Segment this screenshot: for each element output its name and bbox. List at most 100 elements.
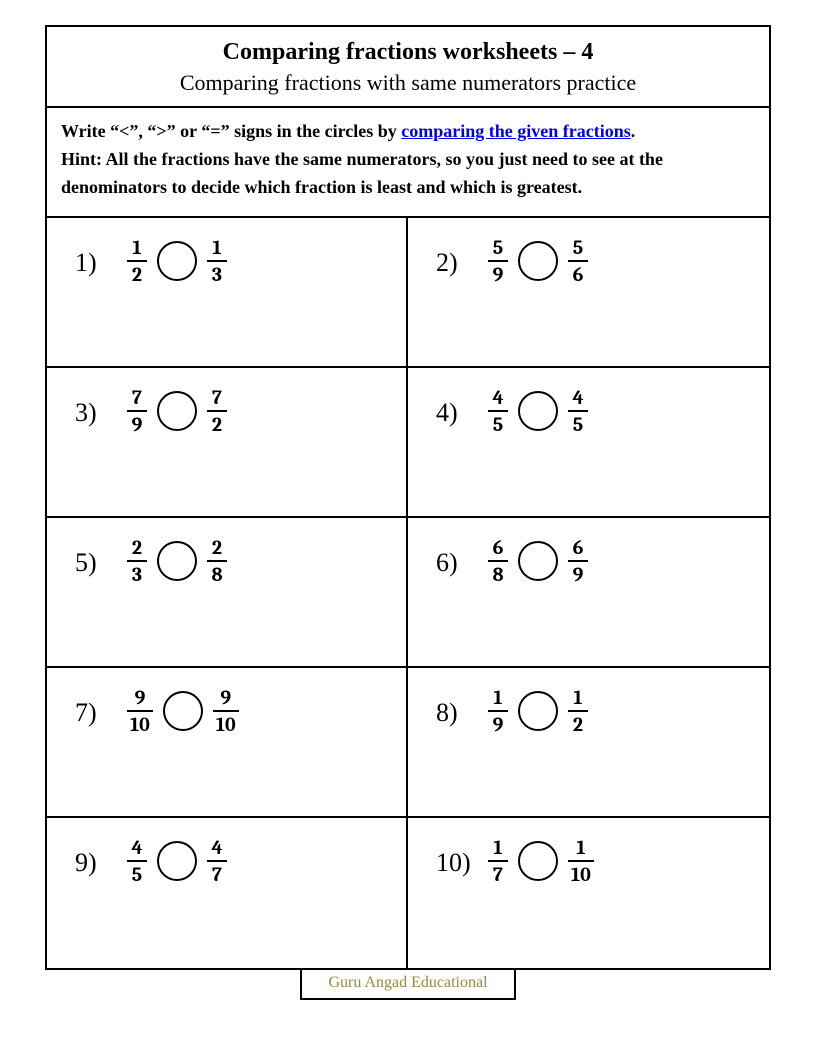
- problem-cell: 5)2328: [47, 518, 408, 668]
- answer-circle[interactable]: [518, 691, 558, 731]
- answer-circle[interactable]: [518, 391, 558, 431]
- question-number: 6): [436, 536, 488, 578]
- question-number: 8): [436, 686, 488, 728]
- fraction-left: 12: [127, 236, 147, 286]
- numerator: 6: [490, 536, 507, 560]
- answer-circle[interactable]: [518, 541, 558, 581]
- fraction-right: 110: [568, 836, 594, 886]
- denominator: 8: [489, 562, 506, 586]
- header: Comparing fractions worksheets – 4 Compa…: [47, 27, 769, 108]
- worksheet-page: Comparing fractions worksheets – 4 Compa…: [45, 25, 771, 970]
- question-number: 4): [436, 386, 488, 428]
- numerator: 1: [490, 836, 505, 860]
- instructions-suffix: .: [631, 121, 636, 141]
- fraction-left: 23: [127, 536, 147, 586]
- problem-grid: 1)12132)59563)79724)45455)23286)68697)91…: [47, 218, 769, 968]
- numerator: 1: [490, 686, 505, 710]
- answer-circle[interactable]: [157, 841, 197, 881]
- denominator: 5: [490, 412, 506, 436]
- numerator: 6: [570, 536, 587, 560]
- problem: 1213: [127, 236, 227, 286]
- numerator: 2: [129, 536, 145, 560]
- problem-cell: 4)4545: [408, 368, 769, 518]
- denominator: 3: [209, 262, 225, 286]
- numerator: 9: [217, 686, 234, 710]
- numerator: 7: [209, 386, 225, 410]
- denominator: 5: [570, 412, 586, 436]
- instructions-hint: Hint: All the fractions have the same nu…: [61, 149, 663, 197]
- question-number: 2): [436, 236, 488, 278]
- fraction-right: 45: [568, 386, 588, 436]
- denominator: 9: [490, 262, 507, 286]
- problem-cell: 9)4547: [47, 818, 408, 968]
- numerator: 7: [129, 386, 145, 410]
- question-number: 3): [75, 386, 127, 428]
- numerator: 4: [208, 836, 225, 860]
- numerator: 1: [209, 236, 224, 260]
- denominator: 10: [213, 712, 239, 736]
- fraction-left: 59: [488, 236, 508, 286]
- numerator: 9: [132, 686, 149, 710]
- fraction-right: 910: [213, 686, 239, 736]
- denominator: 2: [209, 412, 225, 436]
- fraction-right: 28: [207, 536, 227, 586]
- problem-cell: 8)1912: [408, 668, 769, 818]
- fraction-right: 47: [207, 836, 227, 886]
- denominator: 10: [568, 862, 594, 886]
- problem: 6869: [488, 536, 588, 586]
- denominator: 9: [490, 712, 507, 736]
- problem-cell: 3)7972: [47, 368, 408, 518]
- page-title: Comparing fractions worksheets – 4: [57, 39, 759, 66]
- answer-circle[interactable]: [518, 841, 558, 881]
- problem: 4545: [488, 386, 588, 436]
- numerator: 1: [573, 836, 588, 860]
- denominator: 6: [570, 262, 587, 286]
- denominator: 7: [209, 862, 225, 886]
- problem-cell: 1)1213: [47, 218, 408, 368]
- fraction-left: 68: [488, 536, 508, 586]
- denominator: 9: [570, 562, 587, 586]
- fraction-left: 45: [488, 386, 508, 436]
- numerator: 4: [489, 386, 506, 410]
- fraction-left: 19: [488, 686, 508, 736]
- fraction-left: 45: [127, 836, 147, 886]
- footer-credit: Guru Angad Educational: [300, 970, 515, 1000]
- denominator: 8: [208, 562, 225, 586]
- compare-fractions-link[interactable]: comparing the given fractions: [401, 121, 630, 141]
- denominator: 5: [129, 862, 145, 886]
- fraction-left: 910: [127, 686, 153, 736]
- question-number: 9): [75, 836, 127, 878]
- problem-cell: 7)910910: [47, 668, 408, 818]
- answer-circle[interactable]: [157, 541, 197, 581]
- numerator: 1: [129, 236, 144, 260]
- problem-cell: 6)6869: [408, 518, 769, 668]
- answer-circle[interactable]: [157, 391, 197, 431]
- instructions: Write “<”, “>” or “=” signs in the circl…: [47, 108, 769, 218]
- problem-cell: 10)17110: [408, 818, 769, 968]
- fraction-right: 69: [568, 536, 588, 586]
- question-number: 1): [75, 236, 127, 278]
- answer-circle[interactable]: [157, 241, 197, 281]
- denominator: 2: [129, 262, 145, 286]
- numerator: 4: [128, 836, 145, 860]
- fraction-left: 17: [488, 836, 508, 886]
- answer-circle[interactable]: [518, 241, 558, 281]
- numerator: 2: [209, 536, 225, 560]
- denominator: 3: [129, 562, 145, 586]
- problem: 1912: [488, 686, 588, 736]
- numerator: 5: [570, 236, 586, 260]
- question-number: 7): [75, 686, 127, 728]
- fraction-right: 56: [568, 236, 588, 286]
- question-number: 10): [436, 836, 488, 878]
- answer-circle[interactable]: [163, 691, 203, 731]
- page-subtitle: Comparing fractions with same numerators…: [57, 70, 759, 96]
- fraction-right: 12: [568, 686, 588, 736]
- problem: 2328: [127, 536, 227, 586]
- problem: 4547: [127, 836, 227, 886]
- numerator: 1: [570, 686, 585, 710]
- problem: 910910: [127, 686, 239, 736]
- problem-cell: 2)5956: [408, 218, 769, 368]
- problem: 7972: [127, 386, 227, 436]
- denominator: 9: [129, 412, 146, 436]
- footer-wrap: Guru Angad Educational: [45, 970, 771, 1000]
